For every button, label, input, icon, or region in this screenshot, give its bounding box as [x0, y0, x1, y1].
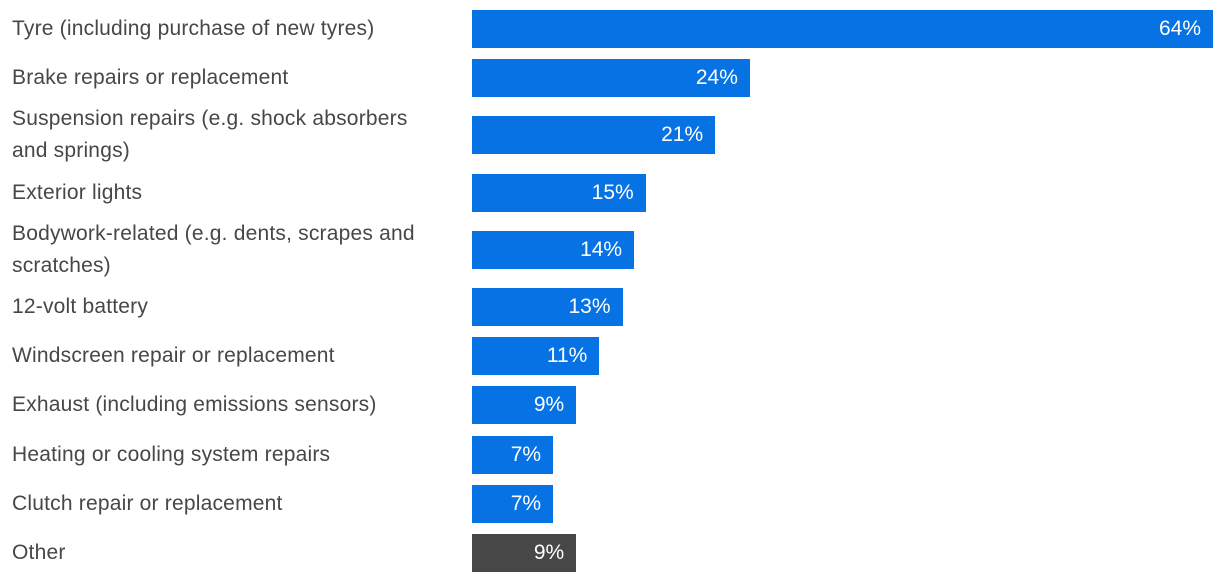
category-label: Bodywork-related (e.g. dents, scrapes an…	[12, 221, 415, 277]
bar-row: Heating or cooling system repairs 7%	[12, 431, 1213, 479]
bar-value-label: 7%	[510, 442, 542, 466]
bar: 64%	[472, 10, 1213, 48]
bar-area: 13%	[472, 287, 1213, 326]
bar-value-label: 24%	[695, 66, 738, 90]
category-label: Exterior lights	[12, 180, 143, 204]
bar-value-label: 9%	[533, 540, 565, 564]
bar: 13%	[472, 287, 623, 326]
bar-row: Suspension repairs (e.g. shock absorbers…	[12, 103, 1213, 167]
bar-row: Bodywork-related (e.g. dents, scrapes an…	[12, 218, 1213, 282]
bar-value-label: 21%	[661, 123, 704, 147]
category-label: Clutch repair or replacement	[12, 491, 283, 515]
bar-row: Clutch repair or replacement 7%	[12, 480, 1213, 528]
category-label: 12-volt battery	[12, 294, 149, 318]
bar-row: Brake repairs or replacement 24%	[12, 54, 1213, 102]
bar-row: Tyre (including purchase of new tyres) 64…	[12, 5, 1213, 53]
bar-value-label: 11%	[546, 344, 588, 368]
bar-value-label: 64%	[1158, 17, 1201, 40]
bar: 9%	[472, 386, 577, 425]
category-label: Windscreen repair or replacement	[12, 344, 335, 368]
bar-area: 7%	[472, 484, 1213, 523]
bar-area: 14%	[472, 230, 1213, 269]
bar-area: 11%	[472, 337, 1213, 376]
bar-area: 7%	[472, 435, 1213, 474]
bar-value-label: 14%	[580, 237, 623, 261]
bar-row: Exterior lights 15%	[12, 169, 1213, 217]
bar-area: 64%	[472, 10, 1213, 48]
bar: 21%	[472, 116, 716, 155]
category-label: Suspension repairs (e.g. shock absorbers…	[12, 107, 408, 163]
bar: 7%	[472, 435, 554, 474]
category-label: Brake repairs or replacement	[12, 66, 289, 90]
bar-area: 9%	[472, 533, 1213, 572]
category-label: Tyre (including purchase of new tyres)	[12, 17, 375, 40]
bar-row: Other 9%	[12, 529, 1213, 577]
bar-row: Exhaust (including emissions sensors) 9%	[12, 381, 1213, 429]
bar-row: 12-volt battery 13%	[12, 283, 1213, 331]
bar: 14%	[472, 230, 635, 269]
bar-area: 15%	[472, 173, 1213, 212]
bar: 7%	[472, 484, 554, 523]
category-label: Exhaust (including emissions sensors)	[12, 393, 377, 417]
bar-value-label: 13%	[568, 294, 611, 318]
bar-value-label: 9%	[533, 393, 565, 417]
bar: 15%	[472, 173, 646, 212]
bar-area: 9%	[472, 386, 1213, 425]
bar: 24%	[472, 59, 750, 98]
category-label: Heating or cooling system repairs	[12, 442, 331, 466]
category-label: Other	[12, 540, 66, 564]
bar-area: 24%	[472, 59, 1213, 98]
bar-area: 21%	[472, 116, 1213, 155]
bar: 9%	[472, 533, 577, 572]
bar-value-label: 7%	[510, 491, 542, 515]
bar-value-label: 15%	[591, 180, 634, 204]
bar: 11%	[472, 337, 600, 376]
bar-row: Windscreen repair or replacement 11%	[12, 332, 1213, 380]
